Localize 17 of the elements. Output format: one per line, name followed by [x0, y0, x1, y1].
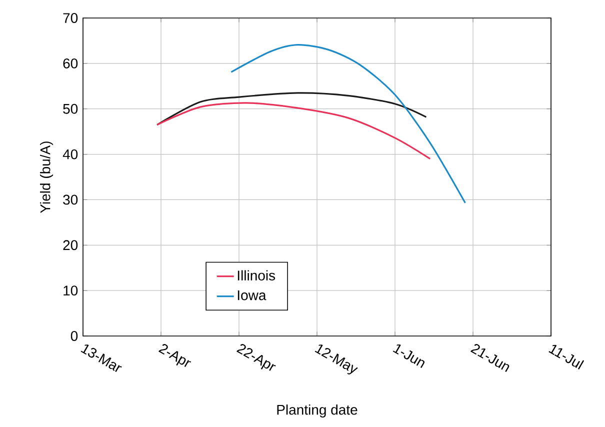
y-tick-label: 0: [70, 331, 78, 341]
y-tick-label: 40: [62, 149, 78, 160]
legend-label: Iowa: [238, 290, 266, 300]
line-series: [230, 44, 466, 204]
y-tick-label: 50: [63, 104, 78, 114]
y-axis-title: Yield (bu/A): [40, 142, 54, 214]
line-series: [156, 102, 431, 160]
y-tick-label: 60: [63, 58, 78, 68]
x-axis-title: Planting date: [277, 404, 358, 418]
y-tick-label: 10: [64, 286, 78, 296]
x-tick-label: 1-Jun: [392, 344, 425, 368]
y-tick-label: 70: [63, 13, 78, 23]
legend-label: Illinois: [238, 270, 276, 280]
x-tick-label: 2-Apr: [158, 344, 192, 367]
y-tick-label: 30: [63, 194, 78, 205]
line-series: [156, 92, 428, 126]
y-tick-label: 20: [63, 240, 78, 250]
